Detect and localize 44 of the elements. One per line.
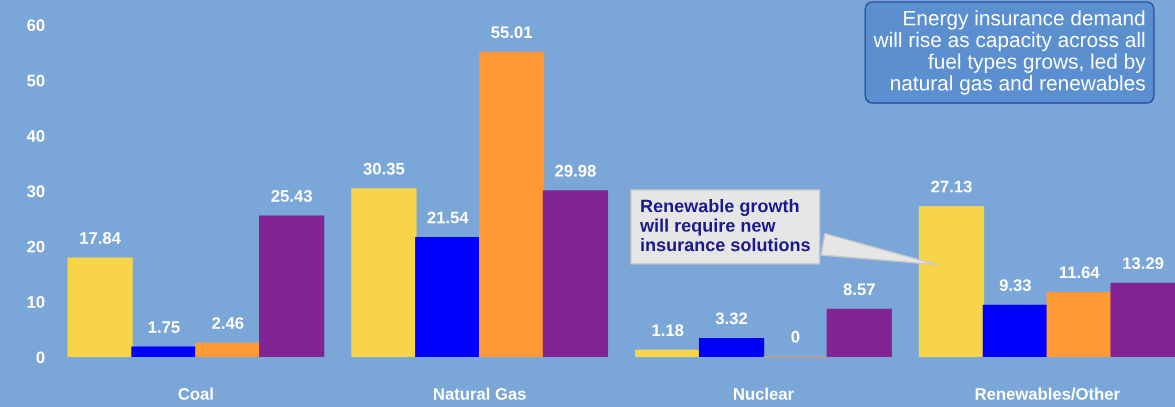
bar [698,337,765,357]
data-label: 29.98 [555,164,596,177]
bar [351,188,417,357]
bar [478,51,545,357]
x-tick-label: Coal [178,387,213,400]
data-label: 1.18 [652,324,684,337]
data-label: 3.32 [715,312,748,325]
y-tick-label: 20 [27,240,45,253]
bar [415,237,481,357]
bar [1110,282,1175,357]
annotation: Energy insurance demand will rise as capacity across all fuel types grows, led by natural gas and renewables [873,10,1146,95]
bar [635,349,701,357]
data-label: 9.33 [999,279,1031,291]
y-tick-label: 0 [36,351,45,364]
bar [826,308,892,357]
data-label: 1.75 [148,321,180,333]
data-label: 0 [791,330,800,343]
x-tick-label: Natural Gas [434,387,526,400]
x-tick-label: Nuclear [734,387,794,400]
data-label: 55.01 [491,26,532,39]
y-tick-label: 40 [26,130,45,142]
data-label: 21.54 [427,211,469,224]
bar [1046,291,1112,357]
data-label: 27.13 [931,180,972,193]
data-label: 2.46 [212,317,244,329]
data-label: 30.35 [363,162,405,175]
y-tick-label: 30 [26,185,45,198]
data-label: 8.57 [843,283,875,296]
bar [195,342,261,357]
y-tick-label: 60 [27,19,45,32]
data-label: 25.43 [271,190,312,202]
bar [918,206,985,357]
annotation: Renewable growth will require new insurance solutions [639,199,810,252]
x-tick-label: Renewables/Other [975,387,1120,400]
bar [67,257,133,357]
y-tick-label: 10 [27,296,45,308]
bar [982,304,1048,357]
data-label: 11.64 [1059,266,1100,279]
bar [542,190,609,357]
bar [131,346,197,357]
data-label: 13.29 [1123,257,1164,270]
bar [259,215,325,357]
data-label: 17.84 [80,232,121,244]
y-tick-label: 50 [27,74,45,87]
